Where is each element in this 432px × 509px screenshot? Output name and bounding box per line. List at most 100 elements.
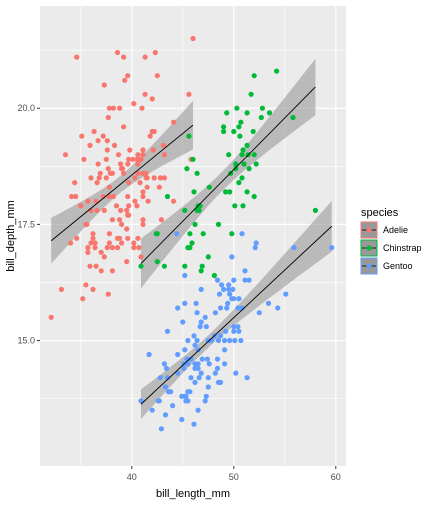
chinstrap-point xyxy=(191,189,197,195)
legend-item-gentoo: Gentoo xyxy=(360,257,413,275)
adelie-point xyxy=(104,245,110,251)
gentoo-point xyxy=(329,245,335,251)
chinstrap-point xyxy=(154,259,160,265)
adelie-point xyxy=(104,147,110,153)
adelie-point xyxy=(48,314,54,320)
gentoo-point xyxy=(232,337,238,344)
gentoo-point xyxy=(206,361,212,367)
adelie-point xyxy=(107,170,113,176)
adelie-point xyxy=(140,147,146,153)
chinstrap-point xyxy=(154,231,160,237)
chinstrap-point xyxy=(250,128,256,135)
chinstrap-point xyxy=(236,124,242,130)
chinstrap-point xyxy=(205,254,211,260)
adelie-point xyxy=(95,138,101,144)
gentoo-point xyxy=(205,384,211,390)
chinstrap-point xyxy=(224,110,230,116)
gentoo-point xyxy=(198,319,204,325)
gentoo-point xyxy=(161,361,167,367)
gentoo-point xyxy=(193,300,199,306)
chinstrap-regression-line xyxy=(140,86,316,264)
gentoo-point xyxy=(138,398,144,404)
gentoo-point xyxy=(182,272,188,279)
gentoo-point xyxy=(265,300,272,306)
adelie-point xyxy=(157,175,163,181)
chinstrap-point xyxy=(223,189,229,195)
gentoo-point xyxy=(215,379,222,385)
gentoo-point xyxy=(275,305,281,311)
adelie-point xyxy=(144,175,150,181)
adelie-point xyxy=(114,235,121,241)
gentoo-point xyxy=(239,231,245,237)
adelie-point xyxy=(83,282,89,288)
gentoo-point xyxy=(226,286,232,292)
adelie-point xyxy=(85,198,91,204)
adelie-point xyxy=(138,254,144,260)
gentoo-point xyxy=(246,277,252,283)
chinstrap-point xyxy=(244,110,250,116)
x-tick-label: 60 xyxy=(331,472,341,482)
adelie-point xyxy=(126,212,132,218)
chinstrap-point xyxy=(226,152,232,158)
legend-label-chinstrap: Chinstrap xyxy=(383,243,422,253)
gentoo-point xyxy=(198,370,204,376)
chinstrap-point xyxy=(239,152,245,158)
gentoo-point xyxy=(192,379,198,385)
chinstrap-point xyxy=(258,114,264,121)
chinstrap-point xyxy=(231,128,237,135)
gentoo-point xyxy=(202,398,208,404)
gentoo-point xyxy=(164,328,171,334)
chinstrap-point xyxy=(274,68,280,74)
gentoo-point xyxy=(181,365,187,371)
gentoo-point xyxy=(180,319,186,325)
adelie-point xyxy=(140,221,146,227)
adelie-point xyxy=(140,217,146,223)
adelie-point xyxy=(132,175,138,181)
gentoo-point xyxy=(236,328,242,334)
gentoo-point xyxy=(230,286,236,292)
chinstrap-point xyxy=(227,189,233,195)
gentoo-point xyxy=(215,337,222,344)
chinstrap-point xyxy=(241,161,247,167)
gentoo-point xyxy=(162,412,169,418)
adelie-point xyxy=(101,207,107,213)
adelie-point xyxy=(156,184,162,190)
adelie-point xyxy=(140,193,146,200)
adelie-point xyxy=(126,180,132,186)
legend-item-chinstrap: Chinstrap xyxy=(360,239,422,257)
chinstrap-point xyxy=(266,110,273,116)
adelie-point xyxy=(134,203,140,209)
chinstrap-point xyxy=(239,175,245,181)
gentoo-point xyxy=(146,351,152,358)
gentoo-point xyxy=(175,305,181,311)
adelie-point xyxy=(118,161,124,167)
adelie-point xyxy=(97,170,103,176)
adelie-point xyxy=(190,35,196,42)
adelie-point xyxy=(150,147,156,153)
adelie-point xyxy=(124,207,130,213)
adelie-point xyxy=(140,189,146,195)
adelie-point xyxy=(94,180,100,186)
adelie-point xyxy=(87,142,93,148)
gentoo-point xyxy=(227,337,233,344)
gentoo-point xyxy=(191,333,197,339)
adelie-point xyxy=(69,193,75,200)
chinstrap-point xyxy=(187,245,193,251)
adelie-point xyxy=(151,175,157,181)
legend-key-point xyxy=(366,245,372,251)
adelie-point xyxy=(144,184,150,190)
adelie-point xyxy=(101,82,107,88)
chinstrap-point xyxy=(229,231,235,237)
adelie-point xyxy=(73,193,79,200)
gentoo-point xyxy=(204,356,210,362)
chinstrap-point xyxy=(251,193,257,200)
gentoo-point xyxy=(203,393,209,399)
chinstrap-point xyxy=(199,263,205,269)
adelie-point xyxy=(135,235,141,241)
gentoo-point xyxy=(235,305,241,311)
chinstrap-point xyxy=(215,221,222,227)
chinstrap-point xyxy=(184,166,190,172)
adelie-point xyxy=(122,77,128,83)
